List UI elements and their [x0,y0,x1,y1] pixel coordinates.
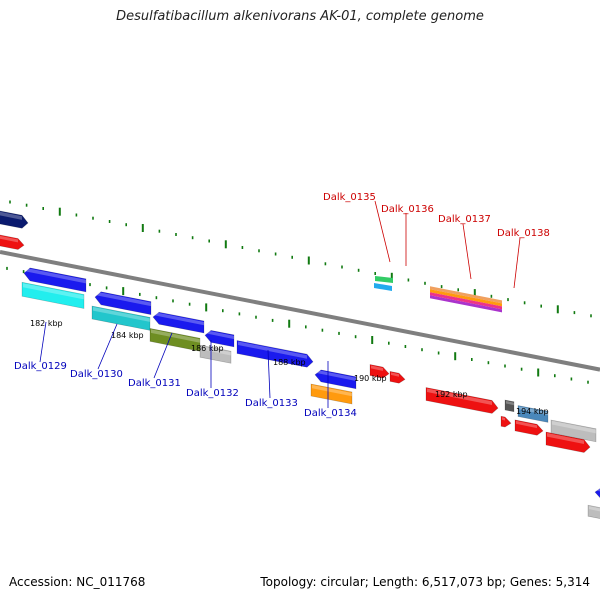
gene-feature[interactable] [369,364,390,379]
gene-label[interactable]: Dalk_0135 [323,192,376,203]
label-leader-line [97,323,118,370]
label-leader-line [153,332,173,379]
label-leader-line [267,349,271,399]
gene-label[interactable]: Dalk_0131 [128,378,181,389]
gene-feature[interactable] [594,487,600,500]
gene-feature[interactable] [514,419,544,436]
gene-feature[interactable] [204,330,235,348]
label-leader-line [374,200,391,263]
kbp-label: 184 kbp [111,331,144,340]
gene-feature[interactable] [374,276,393,291]
gene-feature[interactable] [199,344,232,364]
gene-label[interactable]: Dalk_0134 [304,408,357,419]
kbp-label: 192 kbp [435,390,468,399]
gene-label[interactable]: Dalk_0129 [14,361,67,372]
gene-feature[interactable] [152,311,205,334]
gene-feature[interactable] [517,405,549,423]
gene-label[interactable]: Dalk_0133 [245,398,298,409]
gene-label[interactable]: Dalk_0137 [438,214,491,225]
gene-feature[interactable] [550,419,597,443]
gene-feature[interactable] [94,291,152,315]
scale-ticks [6,200,592,384]
gene-label[interactable]: Dalk_0132 [186,388,239,399]
kbp-label: 182 kbp [30,319,63,328]
gene-feature[interactable] [310,383,353,405]
kbp-label: 194 kbp [516,407,549,416]
gene-feature[interactable] [545,431,591,453]
scale-labels: 182 kbp 184 kbp 186 kbp 188 kbp 190 kbp 192 k… [30,319,549,416]
gene-feature[interactable] [236,340,314,368]
accession-text: Accession: NC_011768 [9,575,146,589]
genome-axis [0,250,600,372]
gene-feature[interactable] [587,504,600,519]
gene-feature[interactable] [21,281,85,309]
kbp-label: 186 kbp [191,344,224,353]
gene-feature[interactable] [425,387,499,414]
gene-label[interactable]: Dalk_0136 [381,204,434,215]
gene-feature[interactable] [23,267,87,293]
map-title: Desulfatibacillum alkenivorans AK-01, co… [116,9,484,24]
gene-feature[interactable] [314,369,357,390]
kbp-label: 190 kbp [354,374,387,383]
gene-label[interactable]: Dalk_0138 [497,228,550,239]
gene-features [0,210,600,519]
genome-summary-text: Topology: circular; Length: 6,517,073 bp… [260,575,590,589]
gene-label[interactable]: Dalk_0130 [70,369,123,380]
gene-feature[interactable] [500,415,512,428]
gene-feature[interactable] [0,210,29,229]
gene-feature[interactable] [0,234,25,250]
label-leader-line [513,237,521,289]
label-leader-line [39,321,47,363]
gene-feature[interactable] [389,371,406,384]
gene-feature[interactable] [430,286,502,313]
gene-feature[interactable] [504,399,515,413]
kbp-label: 188 kbp [273,358,306,367]
label-leader-line [462,223,472,280]
